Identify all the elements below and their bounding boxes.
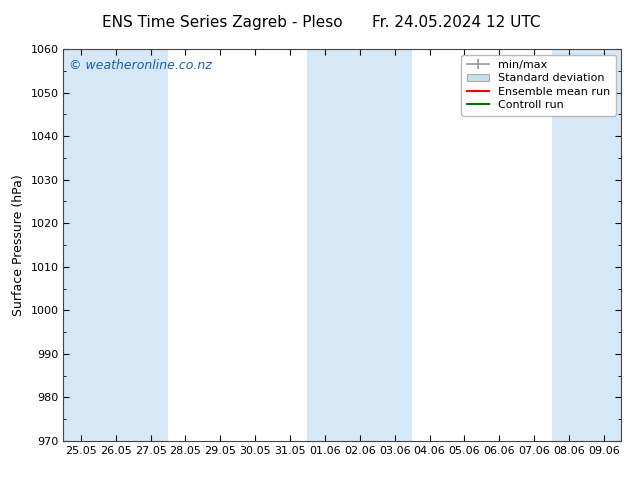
Text: © weatheronline.co.nz: © weatheronline.co.nz (69, 59, 212, 72)
Y-axis label: Surface Pressure (hPa): Surface Pressure (hPa) (12, 174, 25, 316)
Legend: min/max, Standard deviation, Ensemble mean run, Controll run: min/max, Standard deviation, Ensemble me… (462, 54, 616, 116)
Bar (552, 49, 621, 441)
Bar (63, 49, 168, 441)
Text: Fr. 24.05.2024 12 UTC: Fr. 24.05.2024 12 UTC (372, 15, 541, 30)
Text: ENS Time Series Zagreb - Pleso: ENS Time Series Zagreb - Pleso (101, 15, 342, 30)
Bar (307, 49, 412, 441)
